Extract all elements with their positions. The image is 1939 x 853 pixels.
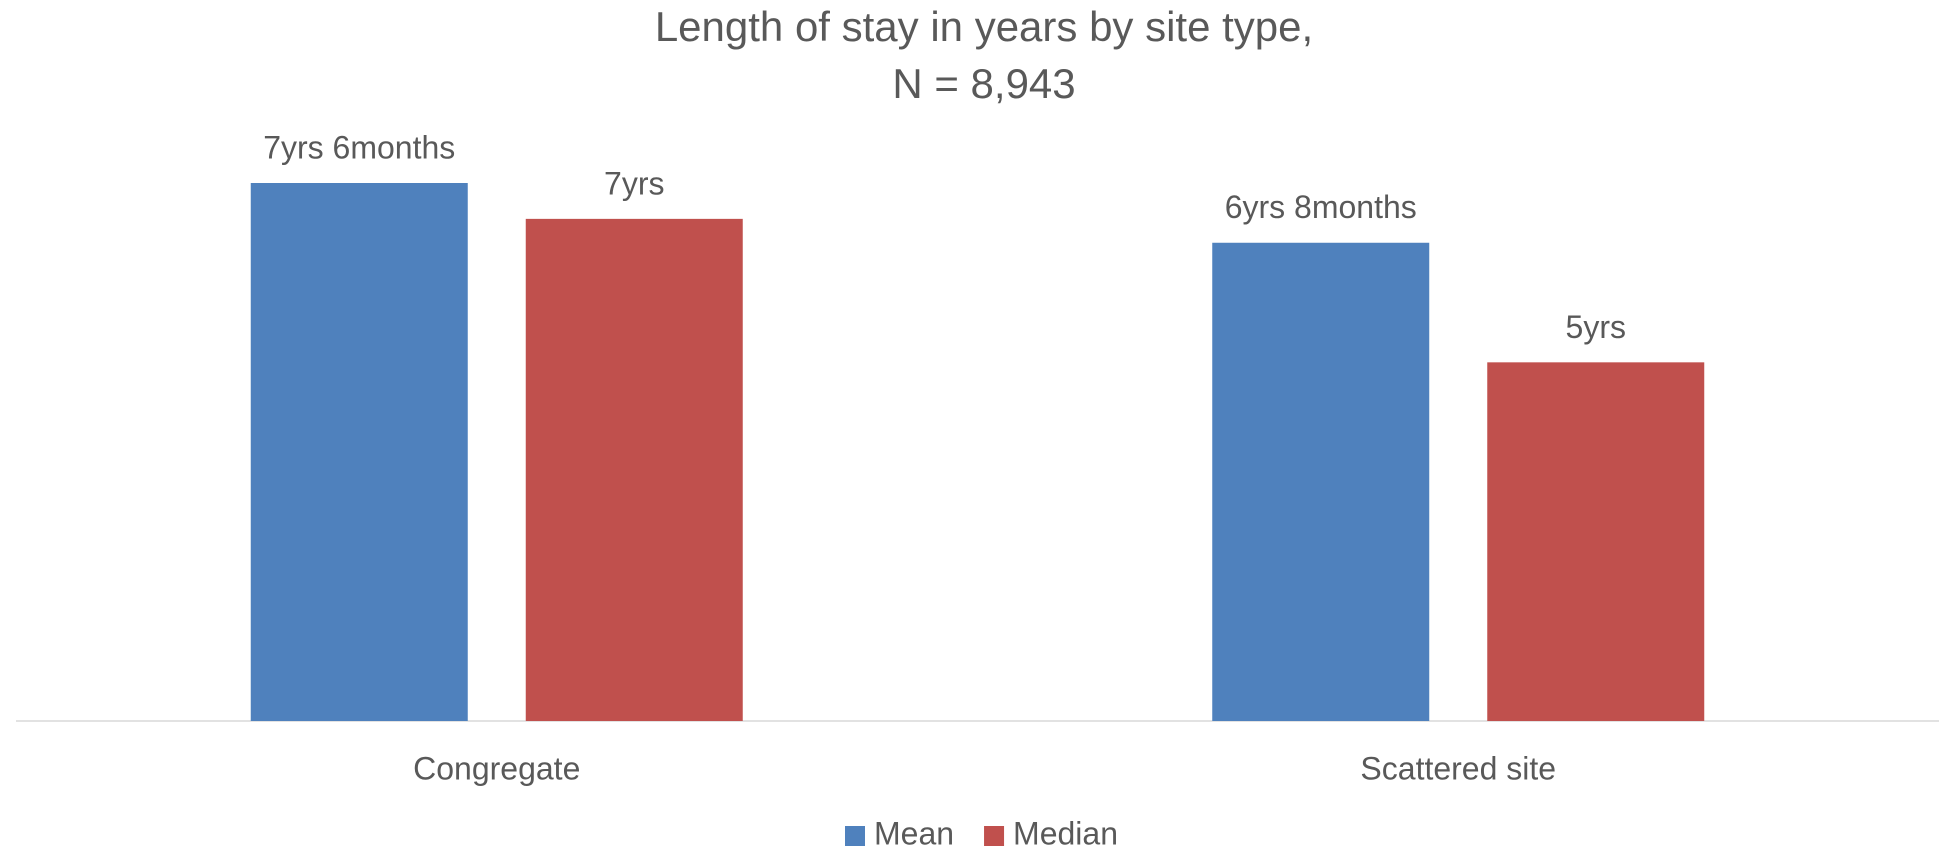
data-label: 7yrs (604, 165, 664, 201)
legend-label: Median (1013, 815, 1118, 851)
x-tick-label: Congregate (413, 750, 580, 786)
bar (1212, 242, 1430, 722)
chart-title: N = 8,943 (892, 60, 1075, 107)
chart-title: Length of stay in years by site type, (655, 3, 1313, 50)
legend-swatch (845, 826, 865, 846)
bar (525, 218, 743, 721)
x-tick-label: Scattered site (1360, 750, 1556, 786)
bar (1487, 362, 1705, 721)
legend-label: Mean (874, 815, 954, 851)
legend-swatch (984, 826, 1005, 846)
data-label: 7yrs 6months (263, 129, 455, 165)
data-label: 6yrs 8months (1225, 189, 1417, 225)
bar (250, 183, 468, 721)
data-label: 5yrs (1566, 309, 1626, 345)
